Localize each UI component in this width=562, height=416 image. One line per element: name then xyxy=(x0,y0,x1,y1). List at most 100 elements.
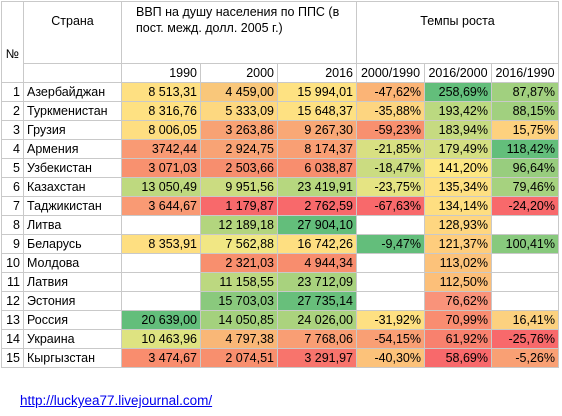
header-country-blank xyxy=(23,63,122,83)
gdp-1990: 3 071,03 xyxy=(121,158,201,178)
growth-2000-1990: -31,92% xyxy=(356,310,425,330)
country-name: Эстония xyxy=(23,291,122,311)
row-number: 1 xyxy=(1,82,24,102)
country-name: Беларусь xyxy=(23,234,122,254)
growth-2016-1990 xyxy=(491,253,559,273)
gdp-2000: 5 333,09 xyxy=(200,101,278,121)
country-name: Латвия xyxy=(23,272,122,292)
growth-2000-1990 xyxy=(356,291,425,311)
growth-2000-1990: -40,30% xyxy=(356,348,425,368)
row-number: 12 xyxy=(1,291,24,311)
growth-2016-1990: 15,75% xyxy=(491,120,559,140)
gdp-1990 xyxy=(121,291,201,311)
gdp-2016: 27 735,14 xyxy=(277,291,357,311)
row-number: 10 xyxy=(1,253,24,273)
growth-2016-2000: 112,50% xyxy=(424,272,492,292)
gdp-2000: 12 189,18 xyxy=(200,215,278,235)
country-name: Кыргызстан xyxy=(23,348,122,368)
gdp-2000: 9 951,56 xyxy=(200,177,278,197)
growth-2016-1990: 79,46% xyxy=(491,177,559,197)
table-row: 13 Россия 20 639,00 14 050,85 24 026,00 -31,9… xyxy=(1,310,559,330)
header-year-2016: 2016 xyxy=(277,63,357,83)
row-number: 2 xyxy=(1,101,24,121)
gdp-2016: 23 419,91 xyxy=(277,177,357,197)
growth-2016-1990 xyxy=(491,291,559,311)
growth-2000-1990: -47,62% xyxy=(356,82,425,102)
table-row: 8 Литва 12 189,18 27 904,10 128,93% xyxy=(1,215,559,235)
growth-2016-2000: 70,99% xyxy=(424,310,492,330)
table-row: 4 Армения 3742,44 2 924,75 8 174,37 -21,85% 17… xyxy=(1,139,559,159)
country-name: Литва xyxy=(23,215,122,235)
table-row: 15 Кыргызстан 3 474,67 2 074,51 3 291,97 -40,… xyxy=(1,348,559,368)
growth-2016-1990: 100,41% xyxy=(491,234,559,254)
growth-2000-1990 xyxy=(356,253,425,273)
growth-2016-1990: 96,64% xyxy=(491,158,559,178)
growth-2016-2000: 179,49% xyxy=(424,139,492,159)
gdp-2000: 2 503,66 xyxy=(200,158,278,178)
header-gdp: ВВП на душу населения по ППС (в пост. ме… xyxy=(121,1,357,64)
growth-2016-1990: 16,41% xyxy=(491,310,559,330)
row-number: 6 xyxy=(1,177,24,197)
gdp-2000: 14 050,85 xyxy=(200,310,278,330)
gdp-2016: 24 026,00 xyxy=(277,310,357,330)
table-row: 9 Беларусь 8 353,91 7 562,88 16 742,26 -9,47%… xyxy=(1,234,559,254)
growth-2016-1990: 88,15% xyxy=(491,101,559,121)
growth-2000-1990: -35,88% xyxy=(356,101,425,121)
gdp-1990: 8 513,31 xyxy=(121,82,201,102)
table-row: 1 Азербайджан 8 513,31 4 459,00 15 994,01 -47… xyxy=(1,82,559,102)
country-name: Грузия xyxy=(23,120,122,140)
growth-2000-1990: -67,63% xyxy=(356,196,425,216)
gdp-2016: 9 267,30 xyxy=(277,120,357,140)
header-country: Страна xyxy=(23,1,122,64)
gdp-2000: 2 074,51 xyxy=(200,348,278,368)
country-name: Россия xyxy=(23,310,122,330)
country-name: Азербайджан xyxy=(23,82,122,102)
growth-2016-1990: 118,42% xyxy=(491,139,559,159)
gdp-1990: 10 463,96 xyxy=(121,329,201,349)
header-year-1990: 1990 xyxy=(121,63,201,83)
row-number: 14 xyxy=(1,329,24,349)
growth-2000-1990 xyxy=(356,215,425,235)
table-row: 2 Туркменистан 8 316,76 5 333,09 15 648,37 -3… xyxy=(1,101,559,121)
gdp-2016: 15 648,37 xyxy=(277,101,357,121)
gdp-2000: 3 263,86 xyxy=(200,120,278,140)
growth-2016-2000: 183,94% xyxy=(424,120,492,140)
growth-2016-1990: -25,76% xyxy=(491,329,559,349)
country-name: Узбекистан xyxy=(23,158,122,178)
country-name: Армения xyxy=(23,139,122,159)
growth-2016-2000: 134,14% xyxy=(424,196,492,216)
gdp-2016: 3 291,97 xyxy=(277,348,357,368)
table-row: 3 Грузия 8 006,05 3 263,86 9 267,30 -59,23% 18… xyxy=(1,120,559,140)
row-number: 11 xyxy=(1,272,24,292)
table-row: 11 Латвия 11 158,55 23 712,09 112,50% xyxy=(1,272,559,292)
gdp-2016: 6 038,87 xyxy=(277,158,357,178)
growth-2016-1990: -24,20% xyxy=(491,196,559,216)
table-row: 5 Узбекистан 3 071,03 2 503,66 6 038,87 -18,4… xyxy=(1,158,559,178)
table-row: 14 Украина 10 463,96 4 797,38 7 768,06 -54,15… xyxy=(1,329,559,349)
growth-2000-1990: -23,75% xyxy=(356,177,425,197)
header-period-2016-1990: 2016/1990 xyxy=(491,63,559,83)
header-year-2000: 2000 xyxy=(200,63,278,83)
country-name: Молдова xyxy=(23,253,122,273)
gdp-1990: 3742,44 xyxy=(121,139,201,159)
growth-2000-1990: -18,47% xyxy=(356,158,425,178)
gdp-1990: 3 644,67 xyxy=(121,196,201,216)
table-row: 12 Эстония 15 703,03 27 735,14 76,62% xyxy=(1,291,559,311)
gdp-2000: 15 703,03 xyxy=(200,291,278,311)
row-number: 9 xyxy=(1,234,24,254)
gdp-2016: 23 712,09 xyxy=(277,272,357,292)
gdp-2016: 15 994,01 xyxy=(277,82,357,102)
growth-2016-1990 xyxy=(491,272,559,292)
country-name: Туркменистан xyxy=(23,101,122,121)
growth-2016-2000: 121,37% xyxy=(424,234,492,254)
growth-2016-2000: 58,69% xyxy=(424,348,492,368)
gdp-1990: 13 050,49 xyxy=(121,177,201,197)
source-link[interactable]: http://luckyea77.livejournal.com/ xyxy=(20,393,213,408)
gdp-2000: 1 179,87 xyxy=(200,196,278,216)
growth-2016-1990: -5,26% xyxy=(491,348,559,368)
gdp-1990: 8 316,76 xyxy=(121,101,201,121)
gdp-1990: 3 474,67 xyxy=(121,348,201,368)
header-growth: Темпы роста xyxy=(356,1,559,64)
gdp-1990 xyxy=(121,215,201,235)
gdp-table: № Страна ВВП на душу населения по ППС (в… xyxy=(1,1,559,368)
